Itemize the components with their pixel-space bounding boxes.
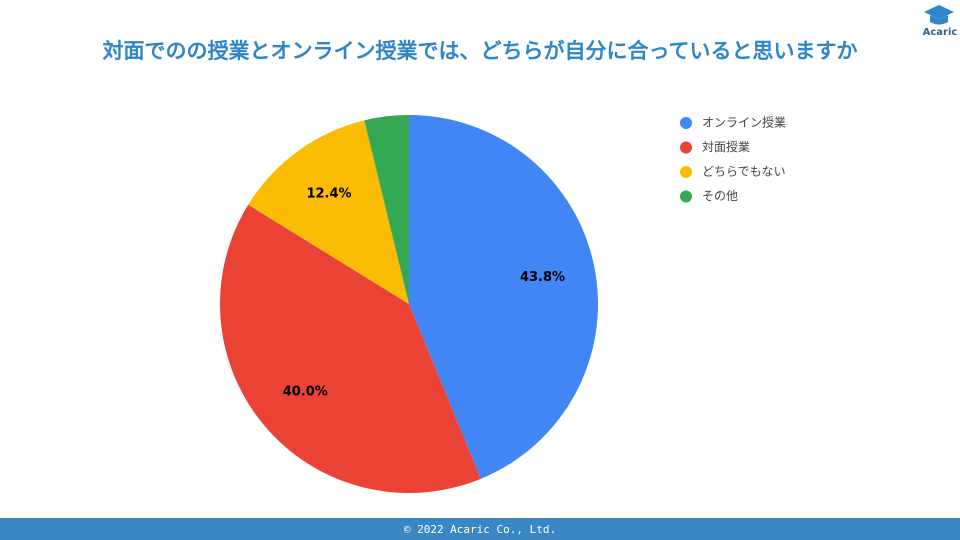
legend-label: オンライン授業	[702, 115, 786, 130]
logo: Acaric	[923, 5, 958, 38]
chart-title: 対面でのの授業とオンライン授業では、どちらが自分に合っていると思いますか	[103, 39, 858, 63]
footer-text: © 2022 Acaric Co., Ltd.	[404, 523, 556, 536]
legend-swatch	[680, 190, 692, 203]
legend-swatch	[680, 141, 692, 154]
logo-cap	[924, 5, 954, 19]
data-label: 40.0%	[283, 385, 328, 400]
legend-label: どちらでもない	[702, 165, 786, 179]
pie-slice	[248, 120, 409, 304]
legend-label: その他	[702, 189, 738, 203]
data-label: 12.4%	[306, 186, 351, 201]
logo-cap-base	[930, 15, 948, 25]
legend-swatch	[680, 117, 692, 129]
legend-swatch	[680, 166, 692, 178]
footer-bar	[0, 518, 960, 540]
pie-slice	[220, 204, 481, 494]
legend-label: 対面授業	[702, 139, 750, 154]
pie-slice	[409, 115, 598, 479]
logo-text: Acaric	[923, 27, 958, 38]
pie-slice	[364, 115, 409, 304]
data-label: 43.8%	[520, 270, 565, 285]
